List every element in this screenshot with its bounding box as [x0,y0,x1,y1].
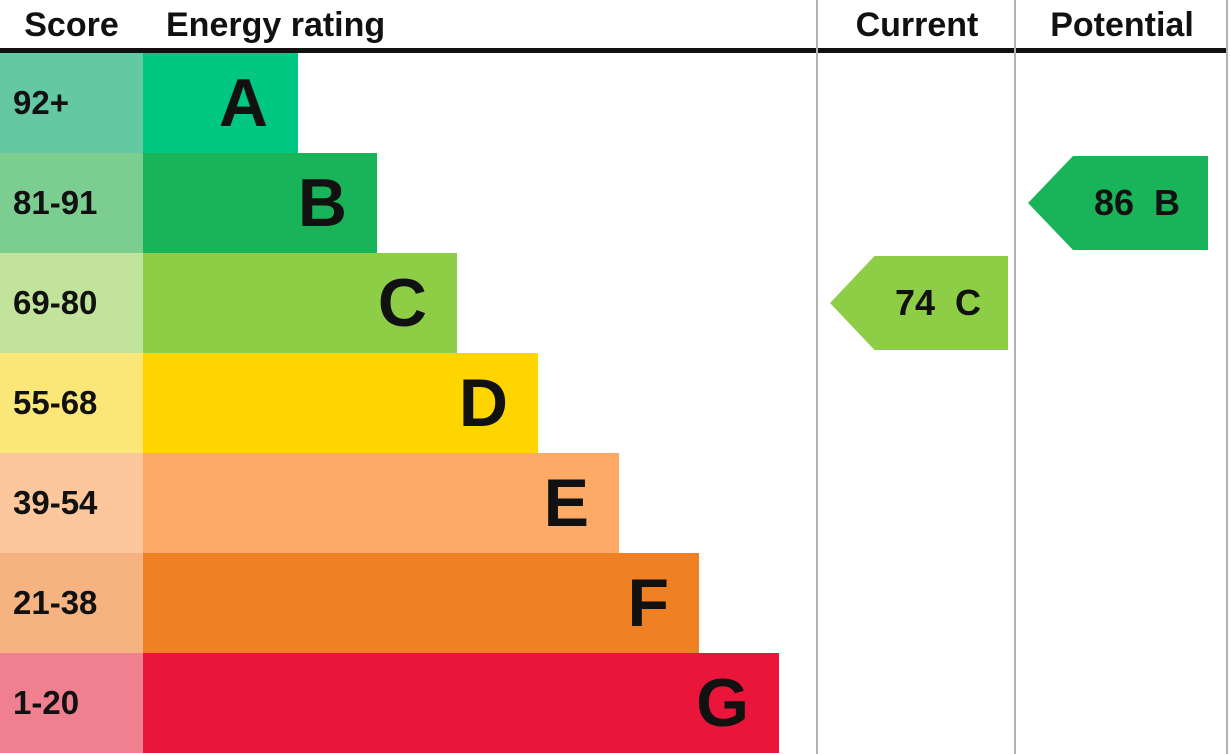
potential-rating-arrow: 86 B [1028,156,1208,250]
current-rating-text: 74 C [857,285,981,321]
rating-letter: C [377,265,427,341]
rating-bar-b: B [143,153,377,253]
divider-current-potential [1014,0,1016,754]
band-row-d: 55-68 D [0,353,818,453]
score-range-label: 1-20 [13,684,80,721]
rating-bar-e: E [143,453,619,553]
score-range-label: 21-38 [13,584,98,621]
rating-letter: E [543,465,589,541]
score-cell-g: 1-20 [0,653,143,753]
potential-rating-text: 86 B [1056,185,1180,221]
rating-letter: B [297,165,347,241]
header-underline [0,48,1228,53]
score-cell-e: 39-54 [0,453,143,553]
rating-letter: D [458,365,508,441]
column-header-energy-rating: Energy rating [166,6,386,44]
column-header-score: Score [24,6,119,44]
column-header-current: Current [855,6,979,44]
potential-score-value: 86 [1093,182,1135,223]
rating-bar-c: C [143,253,457,353]
band-row-a: 92+ A [0,53,818,153]
divider-right-edge [1226,0,1228,754]
rating-bar-d: D [143,353,538,453]
score-cell-a: 92+ [0,53,143,153]
rating-bar-g: G [143,653,779,753]
score-range-label: 39-54 [13,484,98,521]
score-range-label: 55-68 [13,384,98,421]
current-rating-arrow: 74 C [830,256,1008,350]
current-rating-letter: C [955,282,982,323]
band-row-e: 39-54 E [0,453,818,553]
score-cell-d: 55-68 [0,353,143,453]
score-cell-f: 21-38 [0,553,143,653]
band-row-b: 81-91 B [0,153,818,253]
score-cell-c: 69-80 [0,253,143,353]
rating-bar-f: F [143,553,699,653]
score-range-label: 81-91 [13,184,98,221]
score-range-label: 92+ [13,84,69,121]
rating-letter: G [696,665,749,741]
potential-rating-letter: B [1154,182,1181,223]
rating-bar-a: A [143,53,298,153]
band-row-c: 69-80 C [0,253,818,353]
rating-letter: A [218,65,268,141]
divider-energy-current [816,0,818,754]
score-range-label: 69-80 [13,284,98,321]
score-cell-b: 81-91 [0,153,143,253]
rating-letter: F [627,565,669,641]
band-row-g: 1-20 G [0,653,818,753]
band-row-f: 21-38 F [0,553,818,653]
current-score-value: 74 [894,282,936,323]
column-header-potential: Potential [1050,6,1194,44]
